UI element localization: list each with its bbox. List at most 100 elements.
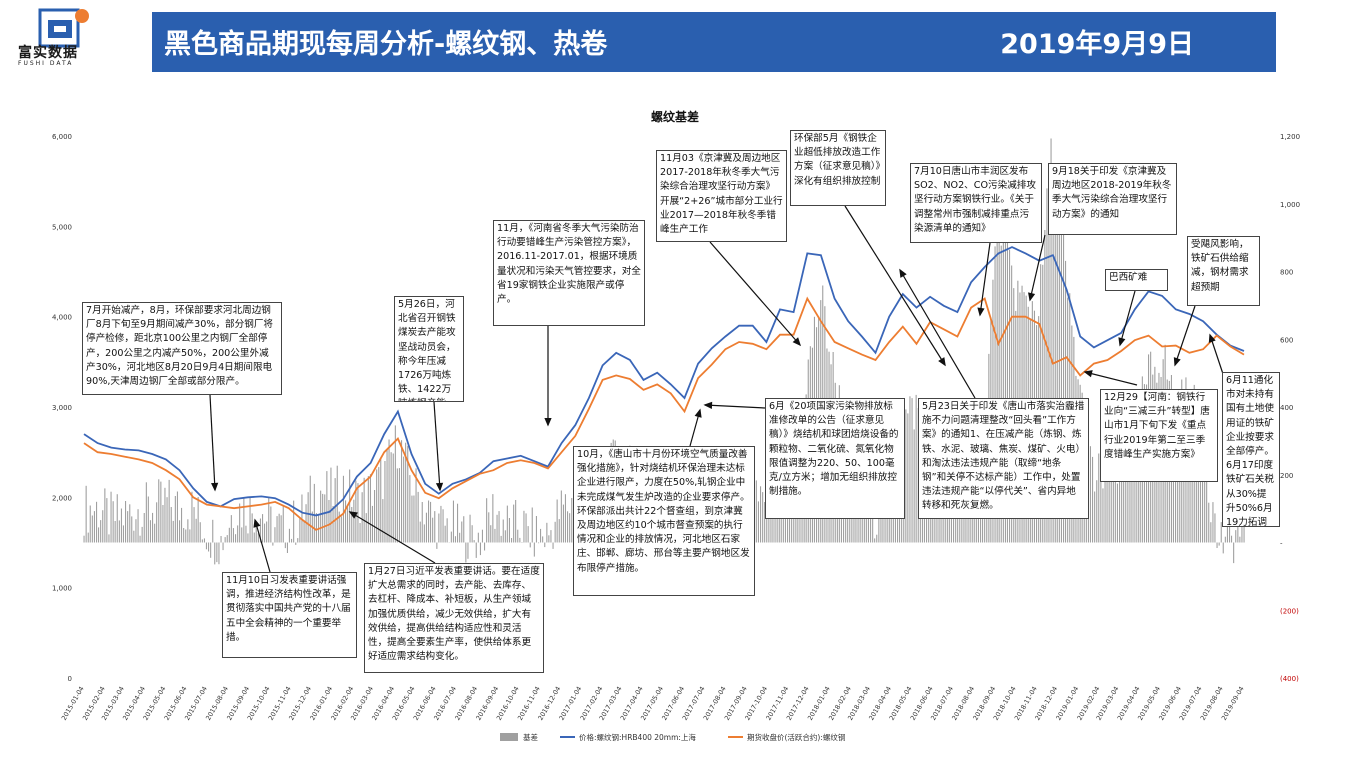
arrow-head [938, 357, 946, 367]
basis-bar [297, 538, 299, 543]
chart-title: 螺纹基差 [651, 109, 699, 124]
basis-bar [488, 512, 490, 543]
arrow-head [211, 482, 219, 492]
futures-price-line [83, 296, 1245, 531]
basis-bar [438, 513, 440, 543]
y-right-tick-label: 800 [1280, 269, 1293, 277]
annotation-arrow [709, 241, 801, 346]
basis-bar [554, 521, 556, 543]
basis-bar [535, 516, 537, 543]
basis-bar [1046, 188, 1048, 543]
arrow-head [348, 511, 358, 519]
basis-bar [118, 520, 120, 543]
basis-bar [546, 522, 548, 543]
basis-bar [1202, 459, 1204, 543]
basis-bar [257, 533, 259, 543]
arrow-head [253, 518, 261, 528]
basis-bar [473, 540, 475, 543]
basis-bar [168, 479, 170, 543]
basis-bar [139, 535, 141, 543]
basis-bar [465, 542, 467, 563]
basis-bar [262, 514, 264, 543]
y-right-tick-label: 200 [1280, 472, 1293, 480]
basis-bar [212, 519, 214, 543]
annotation-arrow [1119, 290, 1136, 346]
basis-bar [264, 523, 266, 543]
basis-bar [195, 518, 197, 543]
basis-bar [93, 511, 95, 543]
basis-bar [1216, 542, 1218, 548]
legend-label-basis: 基差 [523, 732, 538, 742]
title-banner: 黑色商品期现每周分析-螺纹钢、热卷 2019年9月9日 [152, 12, 1276, 72]
basis-bar [1050, 138, 1052, 543]
basis-bar [369, 474, 371, 543]
y-left-tick-label: 6,000 [52, 133, 72, 141]
basis-bar [351, 507, 353, 543]
basis-bar [481, 529, 483, 543]
basis-bar [1127, 466, 1129, 543]
y-left-tick-label: 1,000 [52, 585, 72, 593]
y-left-tick-label: 3,000 [52, 404, 72, 412]
basis-bar [299, 518, 301, 543]
basis-bar [517, 529, 519, 543]
annotation-brazil-dam: 巴西矿难 [1105, 269, 1168, 291]
basis-bar [183, 528, 185, 543]
basis-bar [345, 500, 347, 543]
basis-bar [185, 529, 187, 543]
spot-price-line [83, 246, 1245, 517]
basis-bar [1054, 165, 1056, 543]
basis-bar [334, 478, 336, 543]
basis-bar [324, 494, 326, 543]
basis-bar [1212, 502, 1214, 543]
annotation-arrow [1084, 371, 1138, 386]
basis-bar [83, 535, 85, 543]
basis-bar [276, 516, 278, 543]
basis-bar [201, 539, 203, 543]
basis-bar [461, 521, 463, 543]
arrow-head [1173, 357, 1181, 367]
basis-bar [413, 495, 415, 543]
basis-bar [199, 522, 201, 543]
basis-bar [326, 471, 328, 543]
annotation-arrow [979, 242, 991, 316]
legend-label-spot: 价格:螺纹钢:HRB400 20mm:上海 [579, 732, 696, 742]
basis-bar [442, 509, 444, 543]
basis-bar [127, 511, 129, 543]
basis-bar [506, 505, 508, 543]
basis-bar [432, 517, 434, 543]
basis-bar [421, 502, 423, 543]
logo-subtitle: FUSHI DATA [18, 60, 74, 67]
basis-bar [378, 467, 380, 543]
basis-bar [477, 532, 479, 543]
basis-bar [876, 534, 878, 543]
basis-bar [235, 534, 237, 543]
basis-bar [471, 525, 473, 543]
basis-bar [106, 498, 108, 543]
annotation-2018-dec: 12月29【河南：钢铁行业向“三减三升”转型】唐山市1月下旬下发《重点行业201… [1100, 389, 1218, 482]
basis-bar [1222, 542, 1224, 554]
basis-bar [401, 440, 403, 543]
basis-bar [166, 497, 168, 543]
basis-bar [1125, 459, 1127, 543]
basis-bar [1002, 212, 1004, 543]
x-tick-label: 2019-09-04 [1220, 685, 1246, 722]
basis-bar [268, 497, 270, 543]
fushi-logo-icon [38, 8, 89, 48]
basis-bar [450, 531, 452, 543]
basis-bar [328, 500, 330, 543]
y-left-tick-label: 4,000 [52, 314, 72, 322]
basis-bar [878, 510, 880, 543]
basis-bar [386, 449, 388, 543]
basis-bar [1131, 452, 1133, 543]
basis-bar [755, 480, 757, 543]
basis-bar [1121, 467, 1123, 543]
basis-bar [220, 536, 222, 543]
basis-bar [567, 511, 569, 543]
basis-bar [1052, 164, 1054, 543]
basis-bar [430, 501, 432, 543]
basis-bar [239, 503, 241, 543]
basis-bar [143, 513, 145, 543]
basis-bar [176, 491, 178, 543]
basis-bar [1235, 530, 1237, 543]
basis-bar [1106, 462, 1108, 543]
